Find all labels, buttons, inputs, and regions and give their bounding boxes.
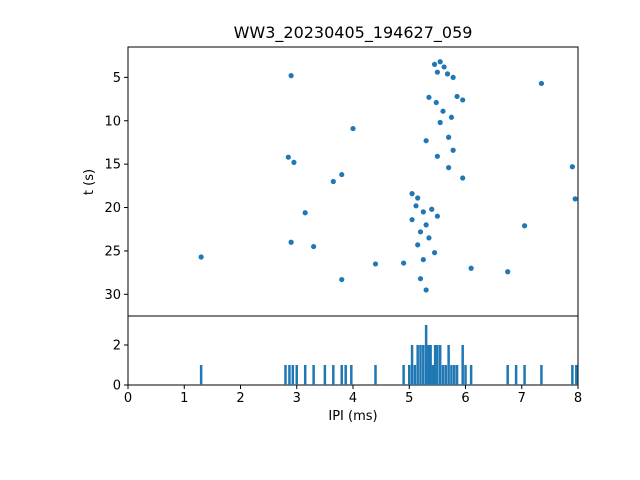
- figure-title: WW3_20230405_194627_059: [233, 23, 473, 42]
- svg-text:15: 15: [104, 158, 121, 173]
- svg-text:25: 25: [104, 244, 121, 259]
- svg-text:2: 2: [236, 391, 244, 406]
- svg-text:4: 4: [349, 391, 357, 406]
- svg-text:1: 1: [180, 391, 188, 406]
- svg-text:0: 0: [113, 379, 121, 394]
- x-axis-label: IPI (ms): [328, 409, 378, 424]
- y-axis-label: t (s): [82, 168, 97, 196]
- svg-text:7: 7: [518, 391, 526, 406]
- svg-text:20: 20: [104, 201, 121, 216]
- svg-text:8: 8: [574, 391, 582, 406]
- svg-text:5: 5: [405, 391, 413, 406]
- svg-text:10: 10: [104, 114, 121, 129]
- svg-text:5: 5: [113, 71, 121, 86]
- svg-text:6: 6: [461, 391, 469, 406]
- svg-text:0: 0: [124, 391, 132, 406]
- svg-text:3: 3: [293, 391, 301, 406]
- svg-text:30: 30: [104, 288, 121, 303]
- svg-text:2: 2: [113, 339, 121, 354]
